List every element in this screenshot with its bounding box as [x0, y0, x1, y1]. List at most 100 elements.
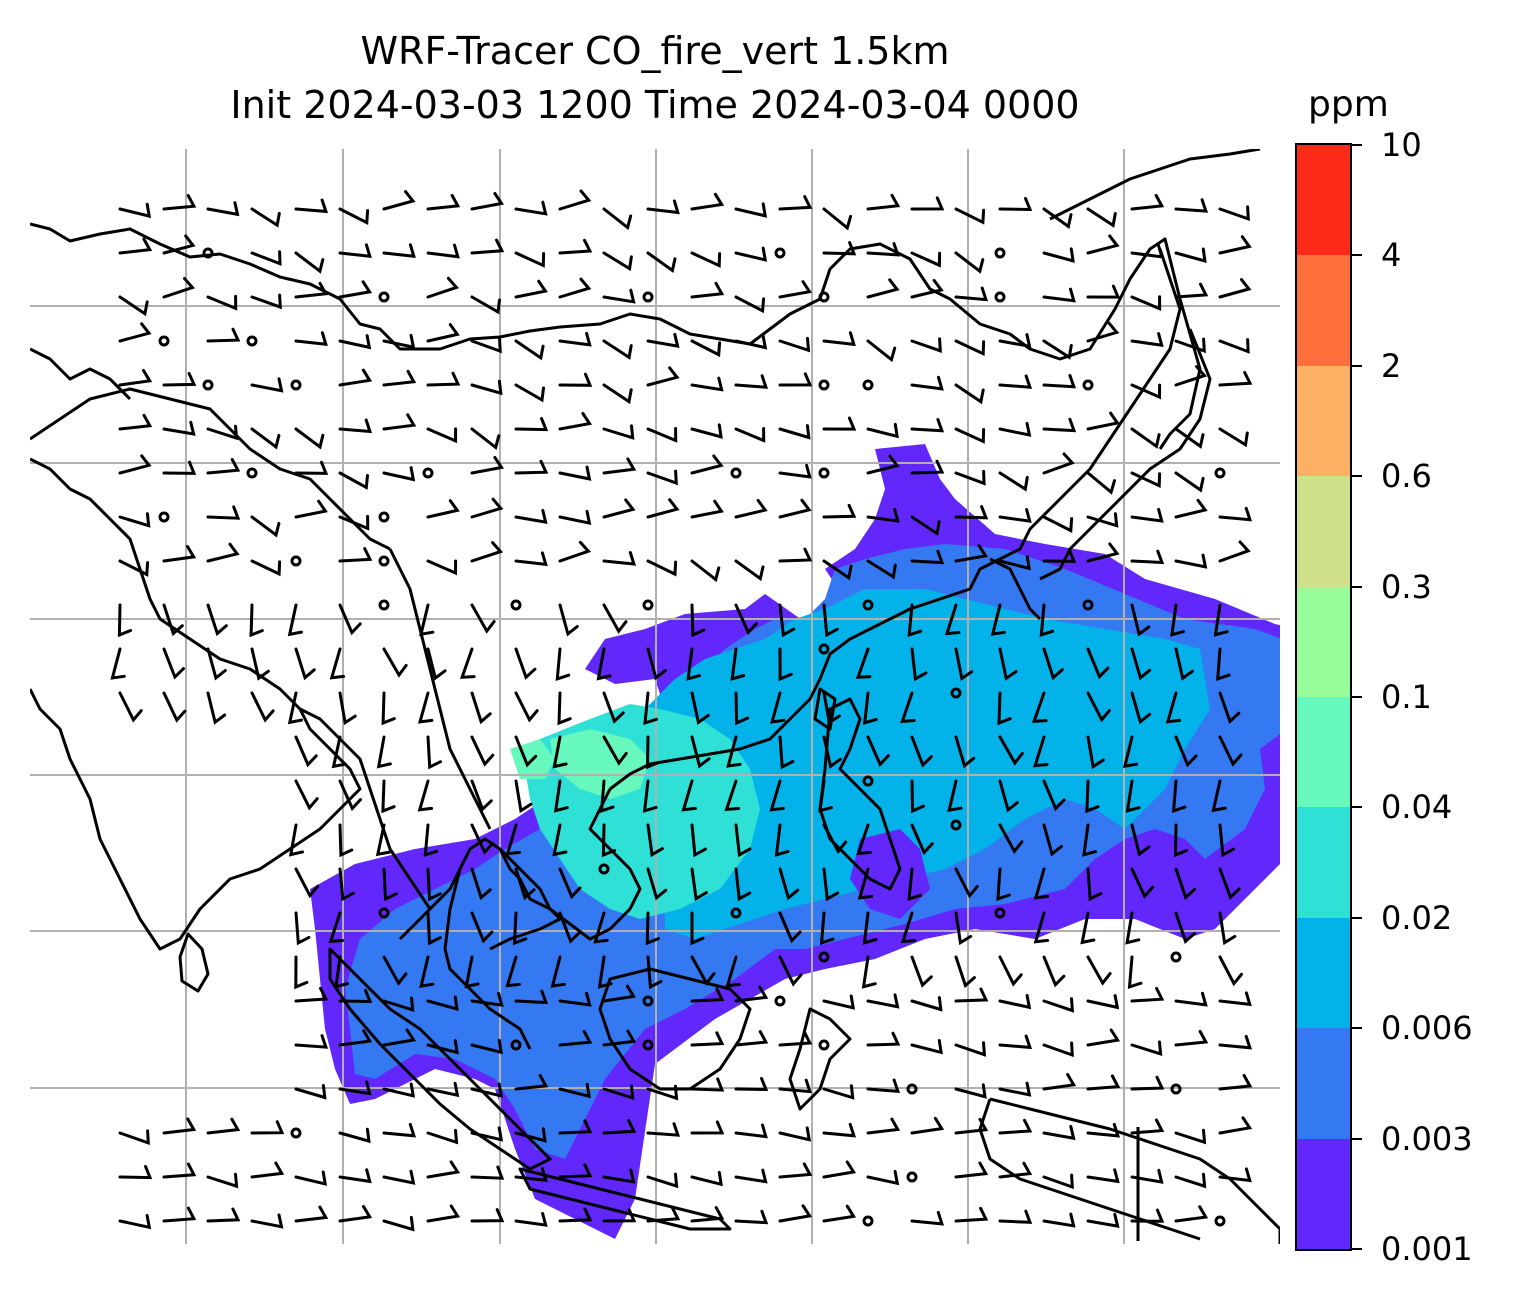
- wind-barb: [426, 1160, 461, 1179]
- calm-wind-marker: [378, 555, 390, 567]
- wind-barb: [910, 278, 944, 299]
- wind-barb: [250, 1120, 285, 1135]
- wind-barb: [1218, 540, 1251, 563]
- wind-barb: [118, 1214, 152, 1230]
- wind-barb: [558, 1119, 593, 1135]
- wind-barb: [1173, 823, 1189, 858]
- wind-barb: [597, 955, 613, 989]
- colorbar-tick: [1352, 144, 1362, 146]
- wind-barb: [646, 647, 667, 681]
- wind-barb: [954, 1161, 989, 1179]
- wind-barb: [998, 735, 1024, 766]
- wind-barb: [778, 424, 811, 440]
- wind-barb: [778, 735, 795, 770]
- wind-barb: [734, 246, 768, 262]
- wind-barb: [866, 1031, 901, 1047]
- wind-barb: [1086, 207, 1117, 228]
- wind-barb: [856, 823, 872, 856]
- wind-barb: [1174, 198, 1209, 213]
- wind-barb: [514, 459, 549, 475]
- wind-barb: [862, 691, 878, 725]
- wind-barb: [250, 207, 281, 228]
- wind-barb: [1170, 603, 1185, 637]
- wind-barb: [331, 735, 347, 769]
- wind-barb: [117, 603, 133, 638]
- wind-barb: [1130, 647, 1152, 681]
- wind-barb: [1086, 234, 1120, 255]
- calm-wind-marker: [862, 775, 874, 787]
- wind-barb: [602, 207, 633, 231]
- wind-barb: [818, 779, 833, 813]
- wind-barb: [900, 691, 916, 724]
- calm-wind-marker: [378, 291, 390, 303]
- wind-barb: [822, 1084, 855, 1100]
- wind-barb: [954, 955, 976, 989]
- wind-barb: [1042, 548, 1077, 563]
- wind-barb: [822, 207, 853, 231]
- wind-barb: [602, 1208, 637, 1223]
- wind-barb: [1042, 1073, 1077, 1091]
- wind-barb: [734, 1030, 769, 1047]
- wind-barb: [1086, 867, 1103, 902]
- wind-barb: [646, 1122, 681, 1137]
- wind-barb: [338, 1205, 373, 1223]
- calm-wind-marker: [290, 555, 302, 567]
- wind-barb: [162, 603, 184, 637]
- wind-barb: [162, 460, 197, 475]
- wind-barb: [734, 202, 768, 218]
- wind-barb: [1130, 295, 1162, 311]
- wind-barb: [998, 374, 1033, 389]
- wind-barb: [910, 251, 942, 268]
- wind-barb: [514, 735, 538, 768]
- wind-barb: [910, 1210, 945, 1226]
- wind-barb: [250, 691, 275, 723]
- wind-barb: [470, 603, 496, 634]
- wind-barb: [552, 823, 568, 857]
- wind-barb: [954, 1117, 989, 1135]
- wind-barb: [382, 413, 417, 431]
- wind-barb: [417, 779, 434, 812]
- colorbar-tick: [1352, 806, 1362, 809]
- wind-barb: [1086, 1028, 1121, 1047]
- calm-wind-marker: [906, 1171, 918, 1183]
- calm-wind-marker: [818, 643, 830, 655]
- wind-barb: [375, 823, 392, 857]
- calm-wind-marker: [510, 1039, 522, 1051]
- wind-barb: [855, 647, 872, 679]
- wind-barb: [550, 955, 566, 988]
- wind-barb: [900, 911, 917, 944]
- wind-barb: [162, 647, 185, 680]
- wind-barb: [558, 911, 581, 944]
- wind-barb: [690, 987, 725, 1003]
- wind-barb: [514, 339, 545, 361]
- wind-barb: [1042, 823, 1063, 857]
- wind-barb: [470, 735, 495, 767]
- calm-wind-marker: [642, 1039, 654, 1051]
- wind-barb: [690, 1120, 725, 1135]
- wind-barb: [1086, 994, 1120, 1010]
- wind-barb: [601, 823, 617, 858]
- wind-barb: [998, 196, 1033, 212]
- wind-barb: [910, 779, 925, 814]
- wind-barb: [690, 955, 716, 986]
- wind-barb: [294, 251, 325, 274]
- wind-barb: [1130, 1075, 1165, 1091]
- wind-barb: [599, 779, 615, 814]
- wind-barb: [250, 1161, 285, 1179]
- wind-barb: [294, 1170, 328, 1186]
- wind-barb: [1130, 1168, 1164, 1184]
- wind-barb: [250, 515, 281, 538]
- wind-barb: [206, 294, 238, 311]
- wind-barb: [426, 276, 460, 299]
- wind-barb: [118, 454, 152, 475]
- calm-wind-marker: [906, 1083, 918, 1095]
- calm-wind-marker: [158, 335, 170, 347]
- wind-barb: [1080, 911, 1096, 945]
- wind-barb: [778, 603, 796, 638]
- calm-wind-marker: [730, 467, 742, 479]
- wind-barb: [954, 251, 985, 274]
- map-panel: [30, 149, 1280, 1244]
- wind-barb: [1086, 512, 1119, 528]
- wind-barb: [118, 413, 153, 431]
- wind-barb: [954, 987, 989, 1003]
